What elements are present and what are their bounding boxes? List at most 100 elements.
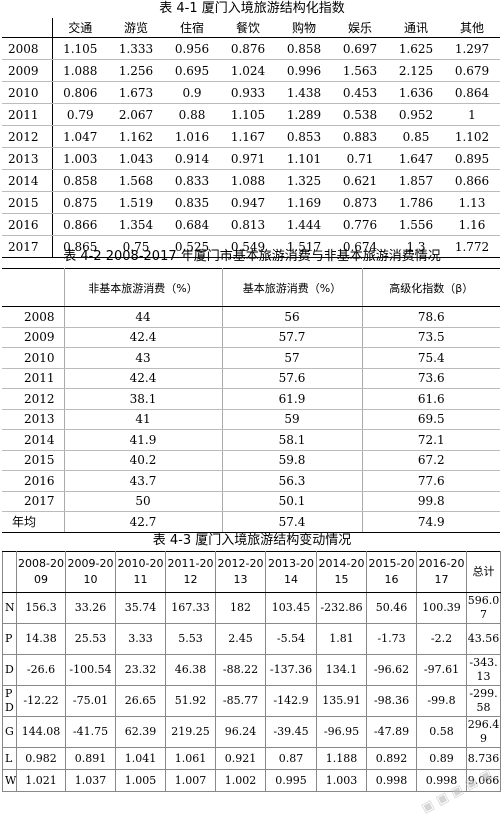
t1-cell: 1.088 — [220, 169, 276, 192]
t3-cell: 103.45 — [265, 592, 317, 624]
t3-cell: 134.1 — [316, 654, 367, 686]
t3-cell: D — [2, 654, 17, 686]
t1-cell: 1.047 — [52, 125, 108, 148]
t3-row: N 156.3 33.26 35.74 167.33 182 103.45 -232.86 50… — [2, 592, 501, 624]
t1-cell: 0.813 — [220, 213, 276, 236]
t2-cell: 77.6 — [361, 470, 500, 492]
t3-cell: 2.45 — [215, 623, 266, 655]
t1-cell: 2011 — [2, 103, 53, 126]
t2-cell: 99.8 — [361, 491, 500, 512]
t3-header-7: 2014-20 15 — [316, 551, 367, 593]
t3-row: P D -12.22 -75.01 26.65 51.92 -85.77 -142.9 135.… — [2, 685, 501, 717]
t3-cell: -41.75 — [65, 716, 116, 748]
t1-cell: 1.256 — [108, 59, 164, 82]
t1-row: 2011 0.79 2.067 0.88 1.105 1.289 0.538 0.952 1 — [2, 103, 500, 126]
t3-cell: 0.995 — [265, 769, 317, 792]
t2-cell: 59.8 — [221, 450, 362, 471]
t3-cell: N — [2, 592, 17, 624]
t1-cell: 2010 — [2, 81, 53, 104]
t1-cell: 1.517 — [276, 235, 332, 258]
t2-cell: 50.1 — [221, 491, 362, 512]
t1-cell: 1.16 — [444, 213, 500, 236]
t2-average-cell: 74.9 — [361, 511, 500, 533]
t3-cell: 156.3 — [16, 592, 66, 624]
t1-cell: 1.673 — [108, 81, 164, 104]
t2-cell: 73.6 — [361, 368, 500, 389]
t3-cell: -96.62 — [366, 654, 417, 686]
t1-cell: 0.883 — [332, 125, 388, 148]
t1-cell: 0.858 — [52, 169, 108, 192]
t1-cell: 2012 — [2, 125, 53, 148]
t1-cell: 0.833 — [164, 169, 220, 192]
t1-header-5: 购物 — [276, 18, 332, 38]
t3-cell: 0.58 — [416, 716, 467, 748]
t3-cell: 46.38 — [165, 654, 216, 686]
t3-cell: 1.003 — [316, 769, 367, 792]
t1-cell: 0.952 — [388, 103, 444, 126]
t3-header-4: 2011-20 12 — [165, 551, 216, 593]
t3-row: P 14.38 25.53 3.33 5.53 2.45 -5.54 1.81 -1.73 -2.… — [2, 623, 501, 655]
t3-header-6: 2013-20 14 — [265, 551, 317, 593]
t1-row: 2014 0.858 1.568 0.833 1.088 1.325 0.621 1.857 0… — [2, 169, 500, 192]
t3-cell: 26.65 — [115, 685, 166, 717]
t2-header-0 — [2, 268, 64, 307]
t1-cell: 0.85 — [388, 125, 444, 148]
t1-cell: 0.538 — [332, 103, 388, 126]
table-basic-nonbasic-consumption: 非基本旅游消费（%） 基本旅游消费（%） 高级化指数（β） 2008 44 56 78.6… — [2, 268, 500, 533]
t1-header-7: 通讯 — [388, 18, 444, 38]
t3-cell: 5.53 — [165, 623, 216, 655]
t1-cell: 0.914 — [164, 147, 220, 170]
t3-cell: -5.54 — [265, 623, 317, 655]
t1-cell: 2009 — [2, 59, 53, 82]
table3-caption: 表 4-3 厦门入境旅游结构变动情况 — [152, 533, 352, 548]
t2-row: 2016 43.7 56.3 77.6 — [2, 470, 500, 492]
t1-cell: 0.525 — [164, 235, 220, 258]
table1-caption: 表 4-1 厦门入境旅游结构化指数 — [159, 1, 345, 16]
t1-cell: 1.088 — [52, 59, 108, 82]
t1-cell: 0.971 — [220, 147, 276, 170]
t2-row: 2008 44 56 78.6 — [2, 306, 500, 328]
t1-cell: 1.636 — [388, 81, 444, 104]
t1-cell: 1.354 — [108, 213, 164, 236]
t2-cell: 38.1 — [63, 388, 222, 410]
t1-cell: 1.325 — [276, 169, 332, 192]
t1-cell: 1.13 — [444, 191, 500, 214]
t3-header-1: 2008-20 09 — [16, 551, 66, 593]
t3-row: L 0.982 0.891 1.041 1.061 0.921 0.87 1.188 0.892… — [2, 747, 501, 770]
t3-row: D -26.6 -100.54 23.32 46.38 -88.22 -137.36 134.… — [2, 654, 501, 686]
t1-cell: 1 — [444, 103, 500, 126]
t1-cell: 1.043 — [108, 147, 164, 170]
t1-cell: 0.866 — [52, 213, 108, 236]
t1-cell: 0.695 — [164, 59, 220, 82]
t3-cell: 1.007 — [165, 769, 216, 792]
t2-cell: 57.6 — [221, 368, 362, 389]
t2-cell: 2012 — [2, 388, 64, 410]
t1-row: 2009 1.088 1.256 0.695 1.024 0.996 1.563 2.125 0… — [2, 59, 500, 82]
t3-header-9: 2016-20 17 — [416, 551, 467, 593]
t1-cell: 0.947 — [220, 191, 276, 214]
t3-cell: -99.8 — [416, 685, 467, 717]
t1-cell: 0.684 — [164, 213, 220, 236]
t3-cell: -85.77 — [215, 685, 266, 717]
t3-header-5: 2012-20 13 — [215, 551, 266, 593]
t3-cell: -137.36 — [265, 654, 317, 686]
t3-cell: -47.89 — [366, 716, 417, 748]
t2-average-cell: 42.7 — [63, 511, 222, 533]
t2-cell: 57.7 — [221, 327, 362, 348]
t2-cell: 61.6 — [361, 388, 500, 410]
t3-header-2: 2009-20 10 — [65, 551, 116, 593]
t1-cell: 2016 — [2, 213, 53, 236]
t1-cell: 1.333 — [108, 37, 164, 60]
t2-average-cell: 年均 — [2, 511, 64, 533]
t1-cell: 0.864 — [444, 81, 500, 104]
t2-cell: 44 — [63, 306, 222, 328]
t1-cell: 1.444 — [276, 213, 332, 236]
t1-cell: 0.853 — [276, 125, 332, 148]
t1-cell: 0.621 — [332, 169, 388, 192]
t3-cell: 1.005 — [115, 769, 166, 792]
t3-cell: 35.74 — [115, 592, 166, 624]
t3-cell: -100.54 — [65, 654, 116, 686]
t3-cell: G — [2, 716, 17, 748]
t3-cell: L — [2, 747, 17, 770]
t1-cell: 2.125 — [388, 59, 444, 82]
